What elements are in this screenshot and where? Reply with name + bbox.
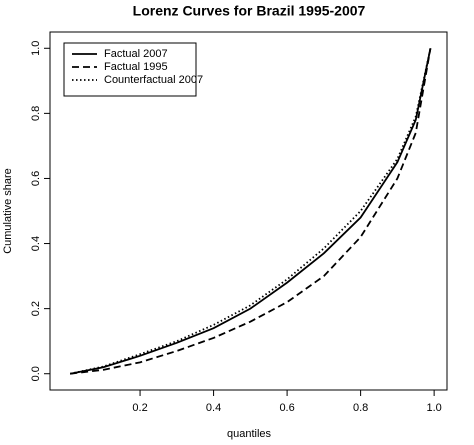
x-tick-label: 1.0 (426, 402, 441, 414)
chart-title: Lorenz Curves for Brazil 1995-2007 (133, 3, 366, 19)
y-tick-label: 0.4 (30, 236, 42, 251)
x-tick-label: 0.8 (353, 402, 368, 414)
y-tick-label: 0.0 (30, 366, 42, 381)
series-line (70, 48, 432, 375)
legend-box (63, 42, 197, 97)
x-tick-label: 0.4 (206, 402, 221, 414)
legend-label: Counterfactual 2007 (104, 74, 203, 86)
legend-label: Factual 1995 (104, 61, 168, 73)
x-axis-label: quantiles (227, 428, 272, 440)
x-tick-label: 0.2 (132, 402, 147, 414)
series-line (70, 48, 432, 375)
y-tick-label: 0.2 (30, 301, 42, 316)
series-line (70, 48, 432, 375)
x-tick-label: 0.6 (279, 402, 294, 414)
y-tick-label: 0.6 (30, 171, 42, 186)
y-tick-label: 0.8 (30, 106, 42, 121)
y-axis-label: Cumulative share (2, 168, 14, 254)
legend-label: Factual 2007 (104, 48, 168, 60)
plot-frame (49, 31, 448, 391)
y-tick-label: 1.0 (30, 41, 42, 56)
